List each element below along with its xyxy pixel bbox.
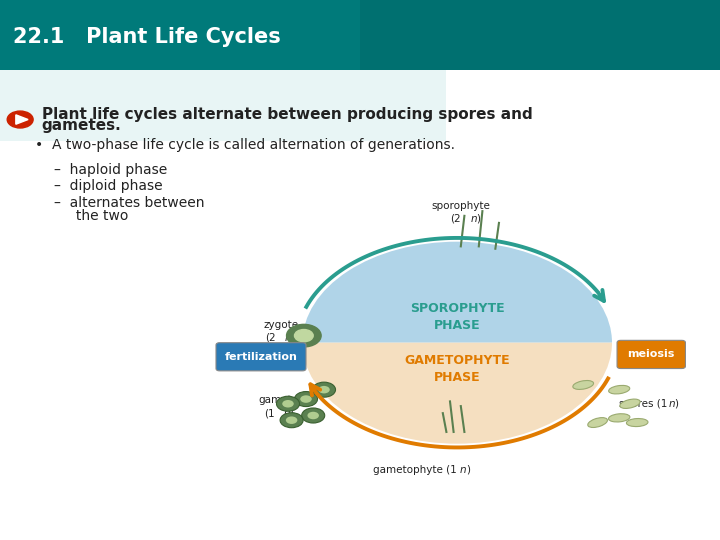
Text: gametes.: gametes. xyxy=(42,118,122,133)
Wedge shape xyxy=(302,242,612,343)
Ellipse shape xyxy=(608,414,630,422)
Text: SPOROPHYTE
PHASE: SPOROPHYTE PHASE xyxy=(410,302,505,332)
Circle shape xyxy=(318,386,330,394)
Circle shape xyxy=(294,329,313,342)
Ellipse shape xyxy=(608,386,630,394)
Text: –  haploid phase: – haploid phase xyxy=(54,163,167,177)
Bar xyxy=(360,0,720,70)
Text: 22.1   Plant Life Cycles: 22.1 Plant Life Cycles xyxy=(13,26,281,46)
Text: ): ) xyxy=(290,333,294,343)
Text: fertilization: fertilization xyxy=(225,352,297,362)
Text: ): ) xyxy=(675,399,679,409)
Circle shape xyxy=(302,408,325,423)
Bar xyxy=(0,70,446,140)
Text: sporophyte: sporophyte xyxy=(431,201,490,211)
Text: (2: (2 xyxy=(265,333,276,343)
Circle shape xyxy=(300,395,312,403)
Text: n: n xyxy=(470,214,477,224)
Text: spores (1: spores (1 xyxy=(619,399,667,409)
Text: ): ) xyxy=(477,214,481,224)
Text: (2: (2 xyxy=(450,214,461,224)
Text: –  alternates between: – alternates between xyxy=(54,195,204,210)
Circle shape xyxy=(312,382,336,397)
Text: •  A two-phase life cycle is called alternation of generations.: • A two-phase life cycle is called alter… xyxy=(35,138,454,152)
FancyBboxPatch shape xyxy=(617,340,685,368)
FancyBboxPatch shape xyxy=(216,343,306,371)
Text: n: n xyxy=(668,399,675,409)
Circle shape xyxy=(282,400,294,408)
Circle shape xyxy=(287,325,321,347)
Text: Plant life cycles alternate between producing spores and: Plant life cycles alternate between prod… xyxy=(42,107,533,123)
Circle shape xyxy=(286,416,297,424)
Wedge shape xyxy=(302,343,612,444)
Text: meiosis: meiosis xyxy=(628,349,675,360)
Ellipse shape xyxy=(620,399,640,408)
Circle shape xyxy=(7,111,33,128)
Ellipse shape xyxy=(573,381,593,389)
Text: ): ) xyxy=(467,464,471,475)
Circle shape xyxy=(307,411,319,419)
Ellipse shape xyxy=(626,418,648,427)
Circle shape xyxy=(294,392,318,407)
Text: n: n xyxy=(284,408,290,418)
Polygon shape xyxy=(16,115,28,124)
Text: n: n xyxy=(284,333,291,343)
Text: (1: (1 xyxy=(264,408,275,418)
Text: gametes: gametes xyxy=(258,395,304,405)
Ellipse shape xyxy=(588,417,608,428)
Circle shape xyxy=(280,413,303,428)
Text: –  diploid phase: – diploid phase xyxy=(54,179,163,193)
Text: zygote: zygote xyxy=(264,320,298,330)
Text: n: n xyxy=(459,464,466,475)
Circle shape xyxy=(276,396,300,411)
Text: the two: the two xyxy=(54,209,128,223)
Text: gametophyte (1: gametophyte (1 xyxy=(374,464,457,475)
Text: GAMETOPHYTE
PHASE: GAMETOPHYTE PHASE xyxy=(405,354,510,383)
Text: ): ) xyxy=(289,408,294,418)
